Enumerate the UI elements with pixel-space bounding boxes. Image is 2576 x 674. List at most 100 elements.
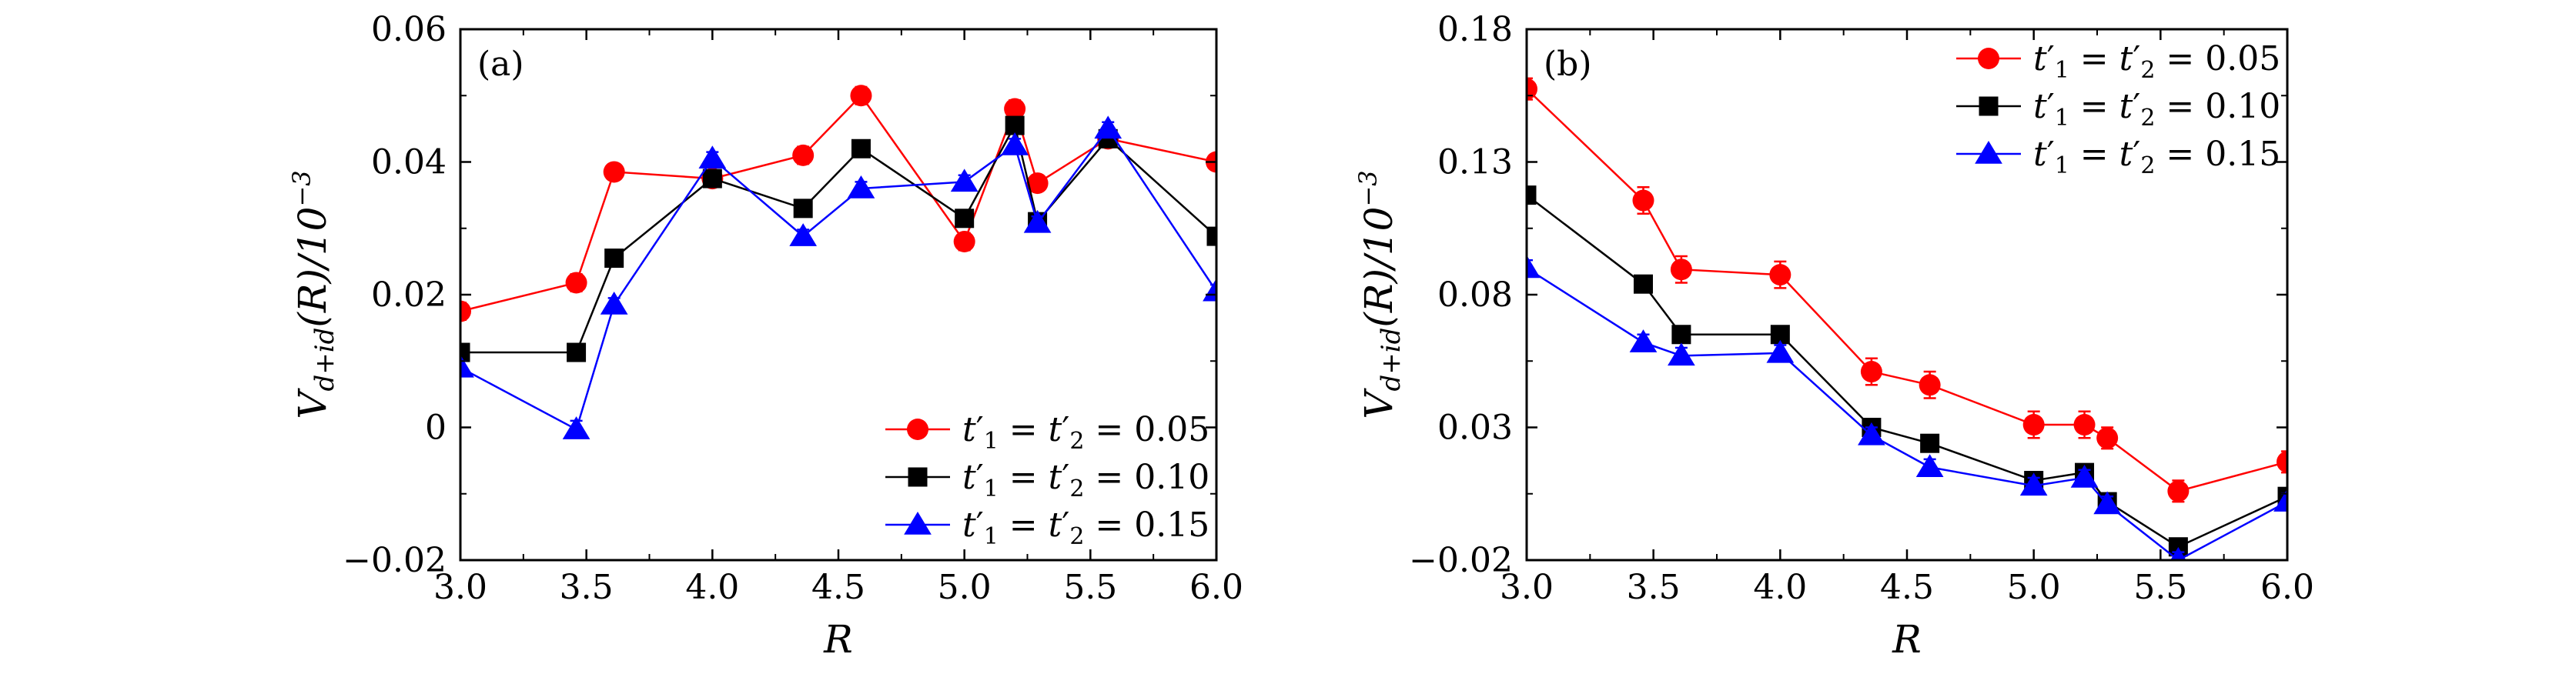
legend-marker — [1979, 96, 1999, 116]
data-point — [604, 249, 624, 269]
data-point — [698, 145, 727, 168]
legend-eq: = — [1084, 506, 1134, 545]
panel-label: (a) — [477, 45, 524, 84]
legend-sub: 2 — [2140, 105, 2155, 132]
y-axis-title-mid: (R)/10 — [1357, 207, 1401, 328]
x-tick-label: 4.0 — [685, 568, 739, 607]
legend-sub: 1 — [2055, 105, 2069, 132]
panel-b: 3.0 3.5 4.0 4.5 5.0 5.5 6.0 −0.02 0.03 0.08 0.13 0.… — [1353, 10, 2314, 662]
legend-prime: ′ — [1062, 506, 1069, 545]
legend-marker — [907, 419, 928, 440]
legend-eq: = — [999, 458, 1049, 497]
x-tick-label: 4.0 — [1753, 568, 1807, 607]
legend-eq: = — [2155, 135, 2205, 174]
y-tick-label: 0 — [425, 409, 447, 448]
data-point — [2070, 465, 2099, 488]
data-point — [1026, 172, 1049, 195]
legend-prime: ′ — [2133, 39, 2140, 78]
legend-label: t′1 = t′2 = 0.05 — [2033, 39, 2280, 84]
data-point — [1629, 329, 1658, 352]
y-axis-title-main: V — [1357, 388, 1401, 419]
legend-t: t — [1049, 410, 1062, 449]
legend-eq: = — [2155, 87, 2205, 126]
data-point — [792, 144, 815, 166]
data-point — [1769, 264, 1791, 286]
data-point — [2277, 451, 2287, 473]
legend-value: 0.05 — [1134, 410, 1209, 449]
data-point — [1919, 374, 1941, 396]
data-point — [1671, 325, 1691, 345]
legend-eq: = — [1084, 410, 1134, 449]
series-0 — [1527, 77, 2287, 503]
y-axis-title-sub: d+id — [309, 328, 340, 392]
data-point — [851, 138, 871, 158]
data-point — [953, 231, 975, 252]
data-point — [2167, 480, 2190, 502]
legend-eq: = — [999, 410, 1049, 449]
data-point — [567, 342, 587, 362]
data-point — [1527, 78, 1537, 100]
y-tick-label: 0.18 — [1437, 10, 1513, 49]
x-tick-label: 5.0 — [2007, 568, 2061, 607]
legend-label: t′1 = t′2 = 0.10 — [2033, 87, 2280, 132]
legend-t: t — [962, 506, 976, 545]
data-point — [1527, 255, 1541, 279]
data-point — [1005, 115, 1025, 135]
data-point — [955, 209, 975, 229]
legend-t: t — [2119, 135, 2133, 174]
data-point — [2073, 414, 2096, 436]
data-point — [2022, 414, 2045, 436]
y-axis-title-mid: (R)/10 — [290, 207, 335, 328]
x-tick-label: 3.5 — [560, 568, 614, 607]
x-tick-label: 3.0 — [433, 568, 487, 607]
x-tick-label: 5.5 — [1063, 568, 1117, 607]
data-point — [1001, 132, 1029, 155]
series-1 — [460, 115, 1216, 362]
panel-label: (b) — [1544, 45, 1592, 84]
y-axis-title-sup: −3 — [1353, 170, 1383, 206]
data-point — [1668, 342, 1695, 366]
legend-sub: 2 — [1069, 475, 1084, 502]
legend-value: 0.10 — [1134, 458, 1209, 497]
legend-value: 0.15 — [2205, 135, 2280, 174]
data-point — [460, 354, 474, 378]
plot-data — [460, 85, 1216, 439]
legend: t′1 = t′2 = 0.05t′1 = t′2 = 0.10t′1 = t′… — [885, 410, 1209, 550]
data-point — [1670, 259, 1692, 281]
legend-sub: 2 — [1069, 523, 1084, 550]
data-point — [2096, 427, 2119, 449]
y-axis-title: Vd+id(R)/10−3 — [1353, 170, 1407, 419]
x-tick-label: 3.0 — [1500, 568, 1554, 607]
y-tick-label: 0.02 — [371, 275, 447, 315]
legend-t: t — [2033, 87, 2047, 126]
legend-eq: = — [999, 506, 1049, 545]
legend-label: t′1 = t′2 = 0.05 — [962, 410, 1209, 455]
legend-sub: 1 — [984, 475, 999, 502]
legend-prime: ′ — [976, 410, 984, 449]
series-line — [1527, 267, 2287, 560]
series-2 — [460, 115, 1216, 439]
legend-eq: = — [2069, 135, 2119, 174]
y-axis-title-sup: −3 — [287, 170, 316, 206]
legend-sub: 2 — [1069, 428, 1084, 455]
legend-sub: 1 — [2055, 152, 2069, 179]
data-point — [600, 291, 628, 315]
legend-prime: ′ — [1062, 458, 1069, 497]
legend-prime: ′ — [2047, 87, 2055, 126]
data-point — [603, 161, 625, 183]
legend: t′1 = t′2 = 0.05t′1 = t′2 = 0.10t′1 = t′… — [1956, 39, 2280, 179]
data-point — [1004, 98, 1026, 120]
y-axis-title-sub: d+id — [1376, 328, 1407, 392]
data-point — [1633, 274, 1653, 294]
legend-sub: 1 — [2055, 57, 2069, 84]
legend-value: 0.10 — [2205, 87, 2280, 126]
series-line — [460, 122, 1216, 354]
data-point — [1860, 361, 1882, 383]
data-point — [850, 85, 872, 107]
legend-t: t — [2119, 39, 2133, 78]
legend-t: t — [2119, 87, 2133, 126]
legend-prime: ′ — [2047, 39, 2055, 78]
legend-marker — [1978, 48, 1999, 69]
data-point — [460, 342, 470, 362]
